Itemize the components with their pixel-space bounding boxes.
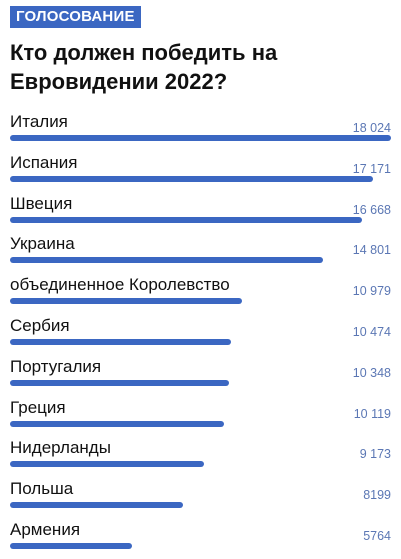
poll-option-label: Нидерланды [10, 438, 111, 458]
poll-option-count: 10 979 [352, 284, 391, 299]
poll-option-count: 16 668 [352, 202, 391, 217]
poll-option-label: объединенное Королевство [10, 275, 230, 295]
poll-option-row[interactable]: Греция 10 119 [10, 396, 391, 437]
poll-option-bar [10, 135, 391, 141]
poll-option-row[interactable]: Нидерланды 9 173 [10, 436, 391, 477]
poll-option-label: Греция [10, 397, 66, 417]
poll-option-bar [10, 298, 242, 305]
poll-option-count: 10 474 [352, 324, 391, 339]
poll-option-count: 10 119 [353, 406, 391, 421]
poll-option-label: Италия [10, 112, 68, 131]
poll-option-row[interactable]: Швеция 16 668 [10, 192, 391, 233]
poll-title: Кто должен победить на Евровидении 2022? [10, 40, 278, 94]
poll-option-label: Португалия [10, 356, 102, 376]
poll-option-count: 9 173 [359, 447, 391, 462]
poll-option-row[interactable]: Италия 18 024 [10, 110, 391, 151]
poll-option-bar [10, 257, 323, 264]
poll-option-label: Польша [10, 479, 74, 499]
poll-options-list: Италия 18 024 Испания 17 171 Швеция 16 668 Укр… [10, 110, 391, 559]
poll-option-count: 17 171 [352, 161, 391, 176]
poll-option-bar [10, 379, 229, 386]
poll-option-label: Армения [10, 519, 81, 539]
poll-option-count: 8199 [363, 488, 391, 503]
poll-option-label: Украина [10, 234, 75, 254]
poll-option-bar [10, 461, 204, 468]
poll-option-count: 18 024 [352, 121, 391, 135]
poll-option-count: 5764 [363, 528, 391, 543]
poll-option-row[interactable]: Испания 17 171 [10, 151, 391, 192]
poll-option-row[interactable]: Армения 5764 [10, 518, 391, 559]
poll-badge: ГОЛОСОВАНИЕ [10, 6, 141, 28]
poll-option-bar [10, 338, 231, 345]
poll-option-bar [10, 175, 373, 182]
poll-option-row[interactable]: Польша 8199 [10, 477, 391, 518]
poll-option-row[interactable]: Сербия 10 474 [10, 314, 391, 355]
poll-option-count: 10 348 [352, 365, 391, 380]
poll-option-count: 14 801 [352, 243, 391, 258]
poll-option-bar [10, 420, 224, 427]
poll-option-bar [10, 542, 132, 549]
poll-option-row[interactable]: Украина 14 801 [10, 232, 391, 273]
poll-option-label: Сербия [10, 315, 70, 335]
poll-option-row[interactable]: Португалия 10 348 [10, 355, 391, 396]
poll-option-label: Швеция [10, 193, 73, 213]
poll-option-label: Испания [10, 152, 78, 172]
poll-option-bar [10, 502, 183, 509]
poll-option-row[interactable]: объединенное Королевство 10 979 [10, 273, 391, 314]
poll-option-bar [10, 216, 362, 223]
